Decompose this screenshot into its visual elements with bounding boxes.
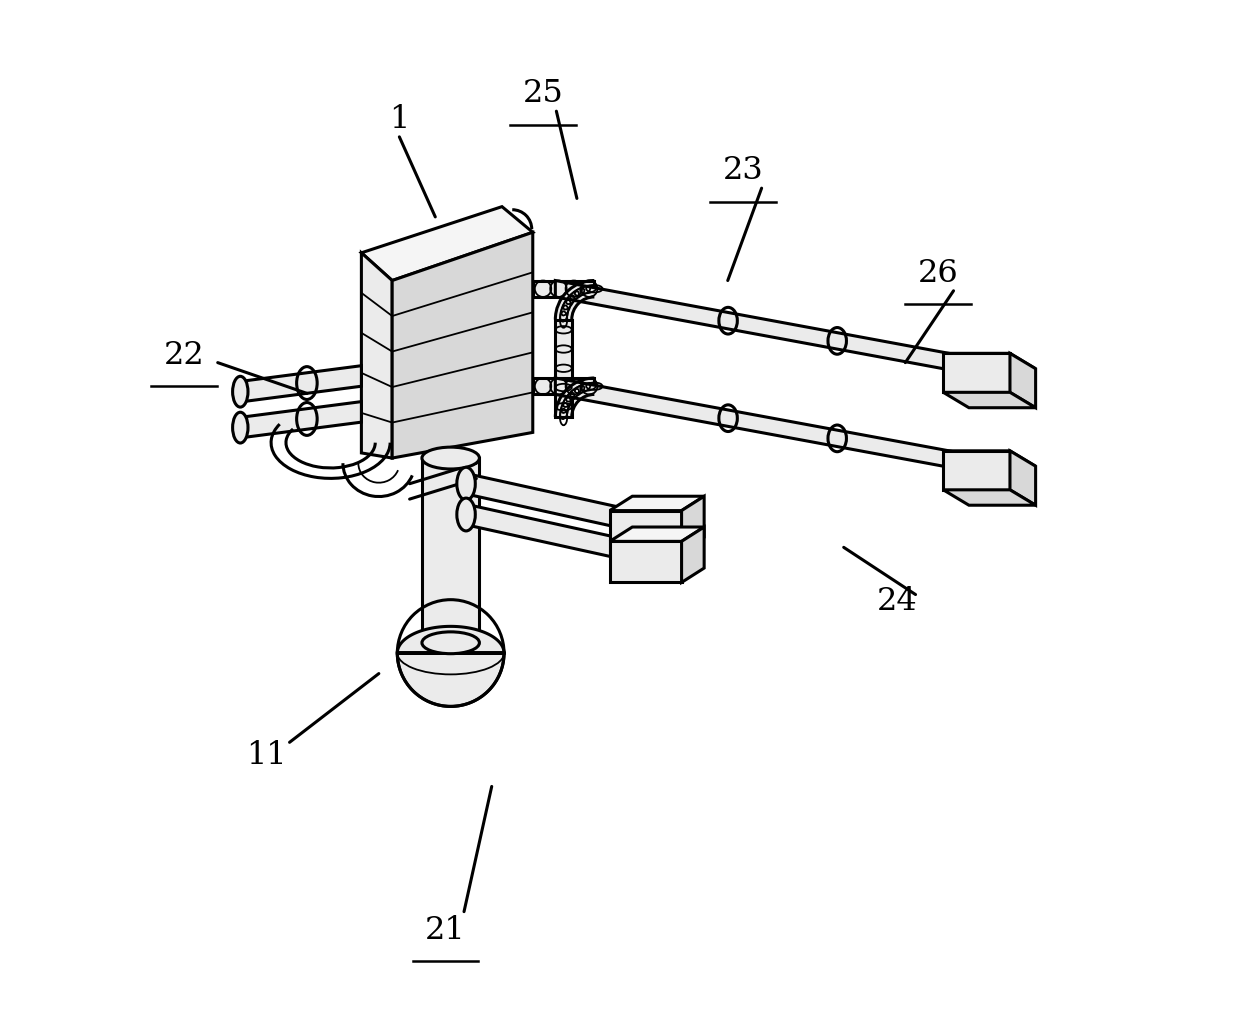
Polygon shape [944, 490, 1035, 505]
Text: 11: 11 [246, 740, 286, 771]
Polygon shape [556, 378, 1009, 478]
Polygon shape [944, 392, 1035, 407]
Polygon shape [944, 451, 1035, 466]
Ellipse shape [233, 413, 248, 443]
Polygon shape [556, 378, 594, 417]
Polygon shape [533, 281, 594, 297]
Polygon shape [610, 510, 682, 552]
Ellipse shape [456, 498, 475, 531]
Ellipse shape [233, 377, 248, 407]
Text: 24: 24 [877, 587, 918, 617]
Polygon shape [392, 233, 533, 458]
Text: 25: 25 [522, 78, 563, 109]
Polygon shape [466, 504, 682, 572]
Polygon shape [1009, 353, 1035, 407]
Polygon shape [1009, 451, 1035, 505]
Text: 26: 26 [918, 258, 959, 289]
Polygon shape [361, 207, 533, 281]
Text: 21: 21 [425, 915, 466, 946]
Polygon shape [361, 253, 392, 458]
Polygon shape [241, 401, 361, 438]
Polygon shape [556, 320, 572, 417]
Polygon shape [556, 281, 594, 320]
Polygon shape [610, 496, 704, 510]
Polygon shape [610, 541, 682, 582]
Polygon shape [397, 627, 503, 706]
Polygon shape [944, 353, 1009, 392]
Text: 22: 22 [164, 340, 205, 370]
Polygon shape [533, 378, 594, 394]
Ellipse shape [456, 467, 475, 500]
Polygon shape [682, 527, 704, 582]
Ellipse shape [422, 632, 480, 653]
Text: 1: 1 [389, 104, 409, 135]
Text: 23: 23 [723, 155, 764, 186]
Polygon shape [556, 281, 1009, 381]
Polygon shape [466, 473, 682, 541]
Polygon shape [944, 451, 1009, 490]
Polygon shape [610, 527, 704, 541]
Polygon shape [944, 353, 1035, 368]
Polygon shape [682, 496, 704, 552]
Ellipse shape [422, 448, 480, 469]
Polygon shape [422, 458, 480, 643]
Polygon shape [241, 365, 361, 402]
